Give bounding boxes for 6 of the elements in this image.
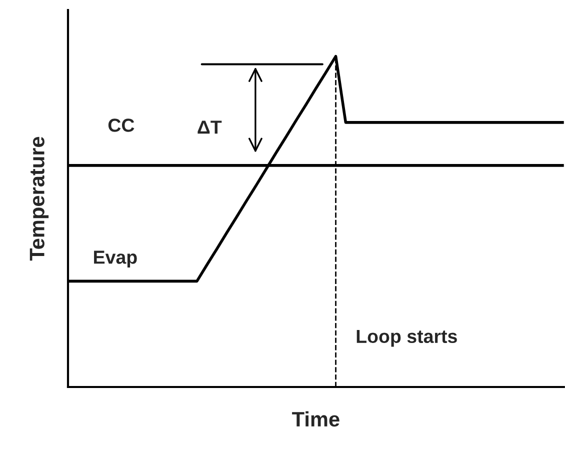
x-axis-title: Time	[292, 411, 340, 427]
annotation: ΔT	[198, 120, 222, 134]
annotation: CC	[108, 118, 134, 132]
y-axis-title: Temperature	[30, 136, 49, 261]
annotation: Evap	[94, 250, 137, 268]
annotation: Loop starts	[356, 330, 457, 347]
